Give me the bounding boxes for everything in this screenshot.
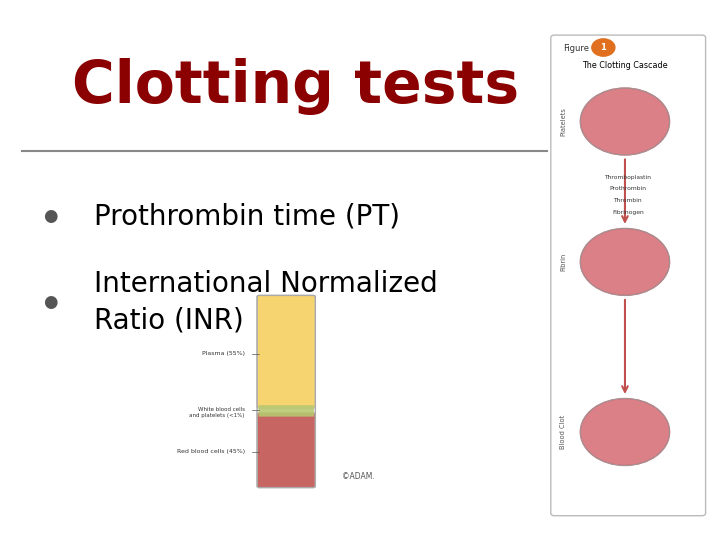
FancyBboxPatch shape [257, 413, 315, 488]
Text: Thromboplastin: Thromboplastin [604, 174, 652, 180]
FancyBboxPatch shape [258, 405, 314, 417]
Text: Blood Clot: Blood Clot [560, 415, 566, 449]
Text: Figure: Figure [563, 44, 589, 53]
Text: Red blood cells (45%): Red blood cells (45%) [176, 449, 245, 455]
Text: ●: ● [43, 293, 58, 312]
Text: White blood cells
and platelets (<1%): White blood cells and platelets (<1%) [189, 407, 245, 418]
Text: Fibrin: Fibrin [560, 253, 566, 271]
Text: Fibrinogen: Fibrinogen [612, 210, 644, 215]
Circle shape [580, 228, 670, 295]
Circle shape [580, 88, 670, 155]
FancyBboxPatch shape [551, 35, 706, 516]
Text: Platelets: Platelets [560, 107, 566, 136]
Text: ●: ● [43, 207, 58, 225]
Text: The Clotting Cascade: The Clotting Cascade [582, 62, 667, 70]
Text: Clotting tests: Clotting tests [71, 58, 519, 115]
Text: 1: 1 [600, 43, 606, 52]
Text: Prothrombin: Prothrombin [609, 186, 647, 192]
Text: Plasma (55%): Plasma (55%) [202, 351, 245, 356]
FancyBboxPatch shape [257, 295, 315, 408]
Text: ©ADAM.: ©ADAM. [342, 471, 374, 481]
Text: International Normalized
Ratio (INR): International Normalized Ratio (INR) [94, 270, 437, 335]
Text: Thrombin: Thrombin [613, 198, 642, 204]
Text: Prothrombin time (PT): Prothrombin time (PT) [94, 202, 400, 230]
Circle shape [580, 399, 670, 465]
Circle shape [592, 39, 615, 56]
